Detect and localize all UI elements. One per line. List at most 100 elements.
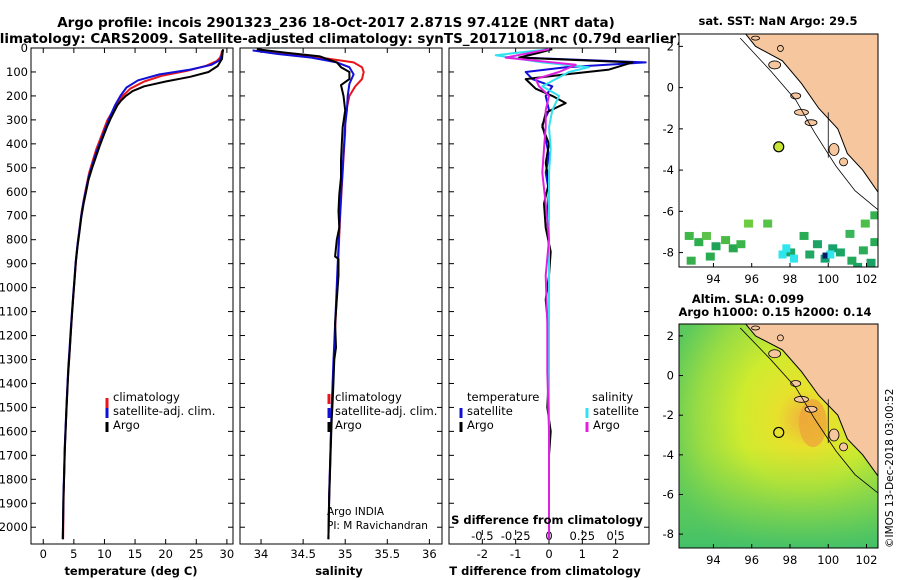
legend-label-satellite: satellite-adj. clim. [335,404,437,418]
y-tick-label: 1800 [0,472,28,486]
y-tick-label: 600 [6,185,28,199]
x-tick-label: -1 [510,547,521,561]
y-tick-label: 800 [6,233,28,247]
legend-label-t-satellite: satellite [467,404,513,418]
sst-map: 94 96 98 100 102 2 0 -2 -4 -6 -8 [663,33,879,286]
y-tick-label: 1100 [0,305,28,319]
x-tick-label: 34 [254,547,269,561]
x-tick-label: 10 [97,547,112,561]
legend-label-s-argo: Argo [593,418,620,432]
s-difference-label: S difference from climatology [451,513,643,527]
island [777,45,784,52]
y-tick-label: 1400 [0,376,28,390]
xlabel-t-difference: T difference from climatology [449,564,641,578]
legend-label-satellite: satellite-adj. clim. [113,404,215,418]
map-y-tick-label: 2 [667,39,674,53]
difference-panel: -2 -1 0 1 2-0.5 -0.25 0 0.25 0.5 [448,47,650,561]
legend-title-salinity: salinity [592,390,633,404]
sst-cell-dark [822,252,828,259]
sst-cell [847,256,857,265]
sst-cell [870,211,878,220]
map-x-tick-label: 94 [706,272,721,286]
salinity-legend: climatology satellite-adj. clim. Argo Ar… [327,390,437,532]
sst-cell [812,240,822,249]
s-diff-tick-label: 0.5 [607,529,625,543]
legend-label-s-satellite: satellite [593,404,639,418]
series-line-s-satellite [494,48,590,540]
series-group [494,48,647,540]
sst-cell-cyan [782,244,791,253]
island [828,143,840,156]
imos-stamp: ©IMOS 13-Dec-2018 03:00:52 [884,389,896,548]
sst-cell [728,244,738,253]
series-line-climatology [256,49,365,540]
sst-cell [721,236,731,245]
island [768,349,782,359]
argo-position-marker [773,141,785,153]
sst-cell [805,250,815,259]
island [751,35,760,41]
sst-cell-cyan [789,254,798,263]
island [839,157,848,167]
legend-label-argo: Argo [335,418,362,432]
y-tick-label: 2000 [0,520,28,534]
altim-field-low [679,447,878,548]
sst-cell [853,262,863,267]
x-tick-label: -2 [477,547,488,561]
sst-cell [799,231,809,240]
s-diff-tick-label: -0.5 [471,529,493,543]
legend-label-climatology: climatology [335,390,402,404]
y-tick-label: 300 [6,113,28,127]
header-line2: Climatology: CARS2009. Satellite-adjuste… [0,31,682,47]
map-x-tick-label: 100 [817,272,839,286]
y-tick-label: 400 [6,137,28,151]
legend-label-t-argo: Argo [467,418,494,432]
sst-cell [711,242,721,251]
altim-map-subtitle: Argo h1000: 0.15 h2000: 0.14 [678,305,871,319]
x-tick-label: 25 [189,547,204,561]
temperature-panel: 0100200300400500600700800900100011001200… [0,41,234,561]
y-tick-label: 1500 [0,400,28,414]
sst-cell [858,246,868,255]
y-tick-label: 1300 [0,352,28,366]
map-content [679,324,878,548]
sst-map-title: sat. SST: NaN Argo: 29.5 [698,14,857,28]
x-tick-label: 1 [579,547,586,561]
map-y-tick-label: 0 [667,81,674,95]
annotation-argo-india: Argo INDIA [327,506,385,518]
series-line-argo [61,49,225,540]
sst-cell [828,244,838,253]
map-y-tick-label: -6 [663,487,674,501]
map-x-tick-label: 102 [856,272,878,286]
argo-position-marker [773,426,785,439]
annotation-pi: PI: M Ravichandran [327,520,428,532]
difference-legend: temperature satellite Argo salinity sate… [451,390,643,527]
sst-cell [701,231,711,240]
x-tick-label: 2 [612,547,619,561]
map-content [679,34,878,267]
sst-cell [736,240,746,249]
y-tick-label: 500 [6,161,28,175]
series-group [61,49,225,540]
island [804,405,818,413]
series-group [252,48,365,540]
island [768,60,782,70]
sst-cell [870,238,878,247]
map-frame [678,323,879,549]
land-sumatra [745,324,878,477]
series-line-t-satellite [521,48,647,540]
x-tick-label: 35.5 [374,547,400,561]
island [751,325,760,331]
xlabel-salinity: salinity [315,564,363,578]
map-y-tick-label: -8 [663,527,674,541]
y-tick-label: 700 [6,209,28,223]
map-x-tick-label: 96 [744,272,759,286]
sst-cell [763,219,773,228]
xlabel-temperature: temperature (deg C) [64,564,197,578]
sst-cell [786,248,796,257]
x-tick-label: 34.5 [290,547,316,561]
x-tick-label: 5 [70,547,77,561]
series-line-satellite-adj-clim- [61,50,224,540]
legend-title-temperature: temperature [467,390,539,404]
